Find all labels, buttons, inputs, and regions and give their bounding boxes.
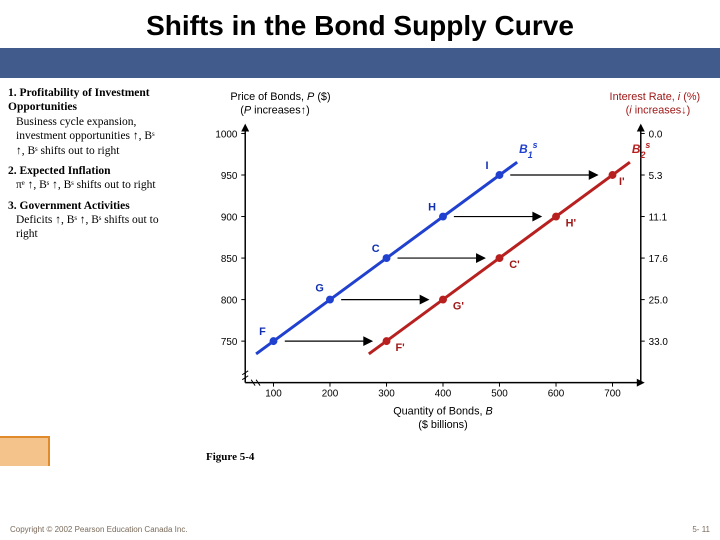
svg-text:0.0: 0.0 <box>649 129 663 140</box>
content-row: 1. Profitability of Investment Opportuni… <box>0 78 720 488</box>
svg-text:1000: 1000 <box>215 129 237 140</box>
svg-text:11.1: 11.1 <box>649 212 668 223</box>
left-axis-title: Price of Bonds, P ($) <box>230 91 330 103</box>
page-number: 5- 11 <box>692 525 710 534</box>
svg-text:400: 400 <box>435 389 452 400</box>
svg-text:500: 500 <box>491 389 508 400</box>
svg-text:I: I <box>486 160 489 172</box>
footer: Copyright © 2002 Pearson Education Canad… <box>10 525 710 534</box>
y-left-ticks: 750 800 850 900 950 1000 <box>215 129 245 348</box>
svg-text:700: 700 <box>604 389 621 400</box>
svg-text:750: 750 <box>221 337 238 348</box>
svg-text:300: 300 <box>378 389 395 400</box>
red-points: F' G' C' H' I' <box>383 171 625 354</box>
item1-num: 1. <box>8 87 17 99</box>
figure-label: Figure 5-4 <box>206 451 710 463</box>
item2-heading: Expected Inflation <box>20 165 111 177</box>
blue-points: F G C H I <box>259 160 503 345</box>
right-axis-title: Interest Rate, i (%) <box>610 91 701 103</box>
right-axis-sub: (i increases↓) <box>626 105 691 117</box>
svg-text:900: 900 <box>221 212 238 223</box>
orange-accent-bar <box>0 436 50 466</box>
y-right-ticks: 33.0 25.0 17.6 11.1 5.3 0.0 <box>641 129 669 348</box>
item2-body: πᵉ ↑, Bˢ ↑, Bˢ shifts out to right <box>16 178 164 192</box>
svg-text:F': F' <box>396 342 406 354</box>
item1-body: Business cycle expansion, investment opp… <box>16 115 164 158</box>
x-axis-title: Quantity of Bonds, B <box>393 405 493 417</box>
item1-heading: Profitability of Investment Opportunitie… <box>8 87 150 113</box>
curve1-label: B1s <box>519 140 538 160</box>
svg-text:G': G' <box>453 300 464 312</box>
svg-text:100: 100 <box>265 389 282 400</box>
svg-text:5.3: 5.3 <box>649 171 663 182</box>
shift-arrows <box>285 171 597 345</box>
blue-divider-bar <box>0 48 720 78</box>
svg-text:H': H' <box>566 217 577 229</box>
svg-text:600: 600 <box>548 389 565 400</box>
svg-text:25.0: 25.0 <box>649 296 669 307</box>
svg-text:H: H <box>428 202 436 214</box>
copyright-text: Copyright © 2002 Pearson Education Canad… <box>10 525 188 534</box>
left-axis-sub: (P increases↑) <box>240 105 309 117</box>
slide-title: Shifts in the Bond Supply Curve <box>0 0 720 48</box>
item3-body: Deficits ↑, Bˢ ↑, Bˢ shifts out to right <box>16 213 164 242</box>
svg-text:G: G <box>315 283 323 295</box>
sidebar-item-3: 3. Government Activities Deficits ↑, Bˢ … <box>8 199 164 242</box>
svg-text:F: F <box>259 326 266 338</box>
svg-text:200: 200 <box>322 389 339 400</box>
item2-num: 2. <box>8 165 17 177</box>
svg-text:I': I' <box>619 176 625 188</box>
sidebar-text: 1. Profitability of Investment Opportuni… <box>0 78 170 488</box>
right-arrowhead <box>637 124 645 132</box>
item3-heading: Government Activities <box>20 200 130 212</box>
left-arrowhead <box>241 124 249 132</box>
svg-text:33.0: 33.0 <box>649 337 669 348</box>
item3-num: 3. <box>8 200 17 212</box>
svg-text:850: 850 <box>221 254 238 265</box>
svg-text:950: 950 <box>221 171 238 182</box>
svg-text:C: C <box>372 243 380 255</box>
chart-area: Price of Bonds, P ($) (P increases↑) Int… <box>170 78 720 488</box>
x-axis-sub: ($ billions) <box>418 419 468 431</box>
supply-curve-chart: Price of Bonds, P ($) (P increases↑) Int… <box>176 84 710 444</box>
sidebar-item-1: 1. Profitability of Investment Opportuni… <box>8 86 164 158</box>
svg-text:C': C' <box>509 259 520 271</box>
sidebar-item-2: 2. Expected Inflation πᵉ ↑, Bˢ ↑, Bˢ shi… <box>8 164 164 193</box>
svg-text:17.6: 17.6 <box>649 254 669 265</box>
svg-text:800: 800 <box>221 296 238 307</box>
x-ticks: 100 200 300 400 500 600 700 <box>265 383 621 400</box>
